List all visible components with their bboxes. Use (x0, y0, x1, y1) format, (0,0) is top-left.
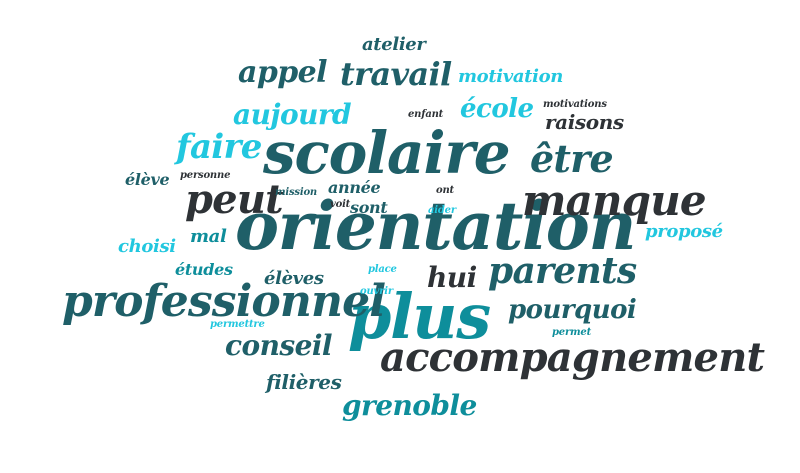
word-pourquoi: pourquoi (508, 295, 637, 325)
word-faire: faire (176, 127, 262, 167)
word-peut: peut (185, 176, 284, 223)
word-conseil: conseil (225, 329, 333, 362)
word-raisons: raisons (545, 110, 624, 134)
word-mission: mission (275, 187, 317, 198)
word-ouvrir: ouvrir (360, 286, 393, 297)
word-orientation: orientation (235, 187, 636, 265)
word-sont: sont (350, 198, 388, 217)
word-annee: année (328, 178, 381, 197)
word-eleves: élèves (264, 268, 324, 289)
word-manque: manque (522, 176, 707, 225)
word-aider: aider (428, 205, 456, 216)
word-hui: hui (427, 261, 477, 294)
word-aujourd: aujourd (233, 98, 352, 131)
word-etre: être (530, 136, 614, 181)
word-enfant: enfant (408, 109, 444, 120)
word-voit: voit (330, 199, 351, 210)
word-scolaire: scolaire (263, 119, 511, 187)
word-atelier: atelier (362, 34, 426, 55)
word-eleve: élève (125, 170, 170, 189)
word-travail: travail (340, 55, 452, 93)
word-personne: personne (180, 170, 231, 181)
word-plus: plus (348, 280, 491, 353)
word-permet: permet (552, 327, 591, 338)
word-choisi: choisi (118, 236, 176, 257)
word-ont: ont (436, 185, 454, 196)
word-grenoble: grenoble (342, 389, 477, 422)
word-appel: appel (238, 55, 327, 90)
word-parents: parents (488, 250, 637, 292)
word-permettre: permettre (210, 319, 265, 330)
word-etudes: études (175, 260, 233, 279)
word-mal: mal (190, 226, 227, 247)
word-place: place (368, 264, 397, 275)
word-propose: proposé (645, 221, 723, 242)
word-motivation: motivation (458, 66, 563, 87)
word-accompagnement: accompagnement (380, 334, 765, 381)
word-filieres: filières (266, 370, 342, 394)
word-professionnel: professionnel (62, 276, 386, 327)
word-motivations: motivations (543, 99, 607, 110)
word-ecole: école (460, 94, 534, 124)
